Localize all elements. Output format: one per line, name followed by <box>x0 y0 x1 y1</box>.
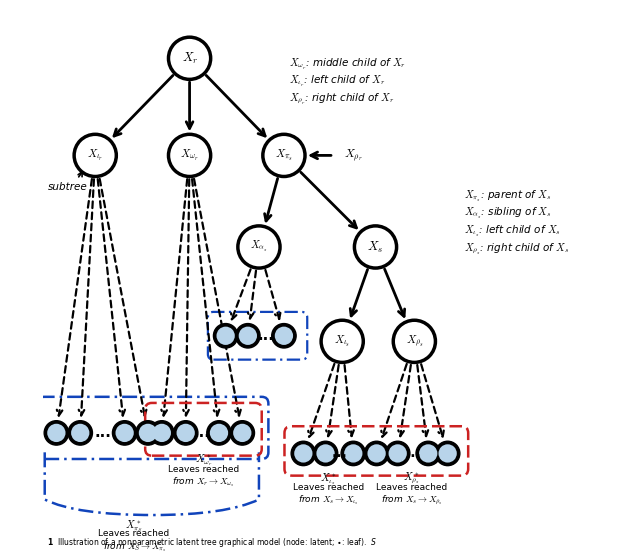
Circle shape <box>150 421 174 445</box>
Circle shape <box>210 424 228 442</box>
Circle shape <box>239 326 257 345</box>
Circle shape <box>115 424 134 442</box>
Text: $X_{\iota_s}$: left child of $X_s$: $X_{\iota_s}$: left child of $X_s$ <box>464 224 561 239</box>
Text: $X_{\iota_r}$: $X_{\iota_r}$ <box>87 148 104 163</box>
Text: $X_{\pi_s}$: $X_{\pi_s}$ <box>275 148 293 163</box>
Circle shape <box>47 424 65 442</box>
Circle shape <box>207 421 231 445</box>
Circle shape <box>385 441 410 466</box>
Text: from $X_s \rightarrow X_{\iota_s}$: from $X_s \rightarrow X_{\iota_s}$ <box>298 493 358 507</box>
Circle shape <box>314 441 338 466</box>
Text: ...: ... <box>258 328 275 344</box>
Text: $X_{\alpha_s}$: $X_{\alpha_s}$ <box>250 239 268 255</box>
Circle shape <box>173 421 198 445</box>
Text: $X_{\iota_s}$: $X_{\iota_s}$ <box>334 334 350 349</box>
Circle shape <box>367 444 386 463</box>
Text: Leaves reached: Leaves reached <box>292 483 364 492</box>
Circle shape <box>316 444 335 463</box>
Circle shape <box>168 37 211 79</box>
Circle shape <box>233 424 252 442</box>
Circle shape <box>321 320 364 362</box>
Text: $X_{\alpha_s}$: sibling of $X_s$: $X_{\alpha_s}$: sibling of $X_s$ <box>464 206 552 221</box>
Circle shape <box>275 326 293 345</box>
Text: $X_{\omega_r}$: middle child of $X_r$: $X_{\omega_r}$: middle child of $X_r$ <box>289 57 406 72</box>
Circle shape <box>438 444 457 463</box>
Circle shape <box>139 424 157 442</box>
Text: ...: ... <box>332 446 348 461</box>
Text: Leaves reached: Leaves reached <box>168 465 239 474</box>
Circle shape <box>435 441 460 466</box>
Circle shape <box>74 134 116 176</box>
Circle shape <box>419 444 437 463</box>
Text: $X_{\omega_r}^*$: $X_{\omega_r}^*$ <box>195 452 212 468</box>
Circle shape <box>68 421 92 445</box>
Text: $\mathbf{1}$  Illustration of a nonparametric latent tree graphical model (node:: $\mathbf{1}$ Illustration of a nonparame… <box>47 537 378 549</box>
Circle shape <box>71 424 90 442</box>
Circle shape <box>168 134 211 176</box>
Text: $X_{\rho_r}$: $X_{\rho_r}$ <box>344 148 362 163</box>
Circle shape <box>113 421 137 445</box>
Circle shape <box>294 444 312 463</box>
Text: ...: ... <box>405 446 421 461</box>
Text: $X_{\rho_s}$: right child of $X_s$: $X_{\rho_s}$: right child of $X_s$ <box>464 242 570 256</box>
Circle shape <box>238 226 280 268</box>
Text: $X_{\omega_r}$: $X_{\omega_r}$ <box>180 148 199 163</box>
Circle shape <box>291 441 316 466</box>
Text: from $X_r \rightarrow X_{\omega_s}$: from $X_r \rightarrow X_{\omega_s}$ <box>172 476 235 490</box>
Circle shape <box>236 324 260 348</box>
Text: Leaves reached: Leaves reached <box>99 529 170 538</box>
Text: $X_{\pi_s}$: parent of $X_s$: $X_{\pi_s}$: parent of $X_s$ <box>464 189 552 204</box>
Text: from $X_s \rightarrow X_{\rho_s}$: from $X_s \rightarrow X_{\rho_s}$ <box>381 493 442 507</box>
Text: $X_{\rho_r}$: right child of $X_r$: $X_{\rho_r}$: right child of $X_r$ <box>289 92 395 106</box>
Circle shape <box>364 441 389 466</box>
Circle shape <box>216 326 235 345</box>
Text: ...: ... <box>194 425 211 441</box>
Text: $X_{\rho_s}$: $X_{\rho_s}$ <box>406 334 423 349</box>
Text: $X_{\iota_s}^*$: $X_{\iota_s}^*$ <box>320 471 337 487</box>
Circle shape <box>388 444 407 463</box>
Text: Leaves reached: Leaves reached <box>376 483 447 492</box>
Text: subtree: subtree <box>48 172 88 192</box>
Circle shape <box>263 134 305 176</box>
Text: $X_s$: $X_s$ <box>367 239 383 255</box>
Circle shape <box>136 421 160 445</box>
Circle shape <box>214 324 238 348</box>
Text: $X_{\rho_s}^*$: $X_{\rho_s}^*$ <box>403 471 420 486</box>
Text: $X_{\iota_r}$: left child of $X_r$: $X_{\iota_r}$: left child of $X_r$ <box>289 74 386 89</box>
Text: $X_r$: $X_r$ <box>182 51 198 66</box>
Text: ...: ... <box>94 425 111 441</box>
Circle shape <box>416 441 440 466</box>
Circle shape <box>272 324 296 348</box>
Circle shape <box>344 444 362 463</box>
Circle shape <box>393 320 435 362</box>
Text: from $X_S \rightarrow X_{\pi_s}$: from $X_S \rightarrow X_{\pi_s}$ <box>102 540 166 554</box>
Circle shape <box>153 424 171 442</box>
Circle shape <box>355 226 397 268</box>
Circle shape <box>230 421 255 445</box>
Circle shape <box>177 424 195 442</box>
Circle shape <box>341 441 365 466</box>
Text: $X_{\pi_S}^*$: $X_{\pi_S}^*$ <box>125 518 143 534</box>
Circle shape <box>44 421 68 445</box>
